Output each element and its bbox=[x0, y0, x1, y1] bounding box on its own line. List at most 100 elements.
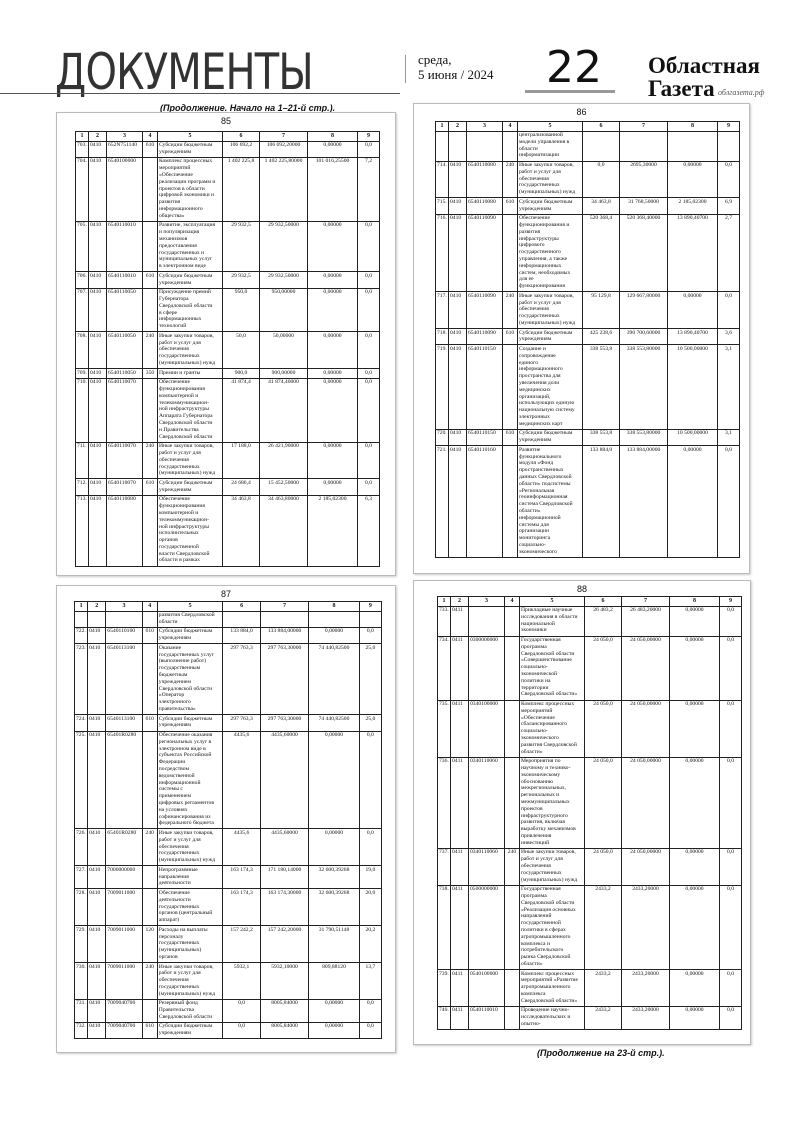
table-cell: 724. bbox=[73, 714, 89, 732]
table-cell: Оказание государственных услуг (выполнен… bbox=[156, 643, 224, 716]
table-cell: 707. bbox=[75, 287, 89, 333]
table-cell: 240 bbox=[502, 291, 518, 330]
table-cell: Иные закупки товаров, работ и услуг для … bbox=[157, 441, 223, 480]
table-cell: 6540110150 bbox=[466, 344, 503, 430]
table-cell: 0,00000 bbox=[669, 969, 720, 1007]
table-cell: 708. bbox=[75, 331, 89, 370]
table-cell: 6,3 bbox=[357, 494, 380, 567]
table-cell: 0411 bbox=[450, 605, 469, 637]
table-cell: 735. bbox=[437, 699, 451, 758]
table-cell: 0,0 bbox=[719, 699, 742, 758]
table-cell: 338 553,80000 bbox=[619, 428, 668, 447]
table-cell: 0410 bbox=[88, 331, 107, 370]
table-cell: 0,00000 bbox=[669, 635, 720, 701]
table-cell bbox=[504, 884, 520, 971]
column-header: 9 bbox=[357, 131, 380, 142]
budget-table: 1 2 3 4 5 6 7 8 9 733. 0411 Прикладные научные иссл… bbox=[437, 596, 742, 1030]
table-cell: 0,0 bbox=[358, 998, 383, 1023]
table-cell: 2433,20000 bbox=[621, 884, 670, 971]
table-row: централизованной модели управления в обл… bbox=[435, 130, 740, 162]
table-cell: 338 553,8 bbox=[582, 344, 620, 430]
table-cell: Прикладные научные исследования в област… bbox=[519, 605, 585, 637]
table-cell: 728. bbox=[73, 888, 89, 927]
table-cell: 5932,1 bbox=[222, 962, 261, 1000]
column-header: 3 bbox=[105, 601, 143, 612]
table-cell: 0340110060 bbox=[468, 847, 505, 886]
table-row: 732. 0410 7009040700 610 Субсидии бюджетным … bbox=[73, 1021, 383, 1040]
table-cell: 723. bbox=[73, 643, 89, 716]
table-cell: 106 692,2 bbox=[222, 140, 260, 158]
table-cell: 709. bbox=[75, 368, 89, 379]
table-cell: Комплекс процессных мероприятий «Обеспеч… bbox=[157, 156, 223, 222]
table-cell: 520 368,40000 bbox=[619, 213, 668, 293]
table-cell: 0411 bbox=[450, 756, 469, 849]
table-cell: Обеспечение функционирования и развития … bbox=[517, 213, 583, 293]
table-row: 724. 0410 6540113100 610 Субсидии бюджетным … bbox=[73, 714, 383, 732]
table-cell: 6540110070 bbox=[106, 478, 143, 496]
column-header: 9 bbox=[719, 596, 742, 607]
table-row: 731. 0410 7009040700 Резервный фонд Правите… bbox=[73, 998, 383, 1023]
table-cell: 6540100000 bbox=[106, 156, 143, 222]
column-header: 1 bbox=[73, 601, 89, 612]
table-cell: 425 238,6 bbox=[582, 328, 620, 346]
table-cell: Резервный фонд Правительства Свердловско… bbox=[156, 998, 224, 1023]
table-cell bbox=[468, 605, 505, 637]
table-cell: 6540110070 bbox=[106, 377, 143, 443]
table-cell: 157 242,2 bbox=[222, 925, 261, 964]
table-row: 728. 0410 7009011000 Обеспечение деятельнос… bbox=[73, 888, 383, 927]
table-cell: Обеспечение оказания региональных услуг … bbox=[156, 730, 224, 830]
table-cell: 0,00000 bbox=[667, 445, 718, 558]
table-cell: 6540113100 bbox=[105, 714, 143, 732]
table-cell: 738. bbox=[437, 884, 451, 971]
table-row: 738. 0411 0500000000 Государственная програ… bbox=[437, 884, 742, 971]
table-cell: 0,0 bbox=[719, 847, 742, 886]
table-cell: 26 483,20000 bbox=[621, 605, 670, 637]
table-cell: 0,00000 bbox=[307, 220, 358, 273]
issue-weekday: среда, bbox=[418, 52, 452, 67]
table-cell: 6540110160 bbox=[105, 626, 143, 645]
table-cell bbox=[259, 610, 310, 628]
column-header: 7 bbox=[259, 601, 310, 612]
table-cell: 0,00000 bbox=[308, 730, 360, 830]
table-cell: 10 500,00000 bbox=[667, 428, 718, 447]
table-cell: 163 174,3 bbox=[222, 888, 261, 927]
table-cell: Непрограммные направления деятельности bbox=[156, 865, 224, 890]
table-cell: Иные закупки товаров, работ и услуг для … bbox=[519, 847, 585, 886]
table-cell: 0410 bbox=[87, 1021, 107, 1040]
logo-line2: Газета bbox=[648, 76, 715, 101]
table-cell: 13,7 bbox=[358, 962, 383, 1000]
table-cell: 2433,2 bbox=[584, 969, 622, 1007]
table-cell: 390 700,60000 bbox=[619, 328, 668, 346]
table-cell: 7009011000 bbox=[105, 925, 143, 964]
table-cell: Иные закупки товаров, работ и услуг для … bbox=[156, 962, 224, 1000]
table-row: 715. 0410 6540110080 610 Субсидии бюджетным … bbox=[435, 197, 740, 215]
table-row: 739. 0411 0540100000 Комплекс процессных ме… bbox=[437, 969, 742, 1007]
table-row: 706. 0410 6540110010 610 Субсидии бюджетным … bbox=[75, 271, 380, 289]
table-cell: 710. bbox=[75, 377, 89, 443]
table-cell: 0410 bbox=[88, 271, 107, 289]
table-cell: 5932,10000 bbox=[259, 962, 310, 1000]
table-cell: 0410 bbox=[88, 478, 107, 496]
table-cell: 0410 bbox=[88, 368, 107, 379]
column-header: 8 bbox=[669, 596, 720, 607]
table-cell: 0411 bbox=[450, 969, 469, 1007]
table-cell: 706. bbox=[75, 271, 89, 289]
continuation-end-note: (Продолжение на 23-й стр.). bbox=[537, 1048, 665, 1058]
table-cell: Присуждение премий Губернатора Свердловс… bbox=[157, 287, 223, 333]
table-cell: 8005,84000 bbox=[259, 998, 310, 1023]
table-cell: 6540110080 bbox=[106, 494, 143, 567]
table-cell bbox=[105, 610, 143, 628]
table-cell: 297 763,30000 bbox=[259, 714, 310, 732]
table-cell bbox=[141, 888, 158, 927]
table-cell: 717. bbox=[435, 291, 449, 330]
column-header: 5 bbox=[157, 131, 223, 142]
table-cell: 703. bbox=[75, 140, 89, 158]
table-cell: 0,00000 bbox=[308, 828, 360, 867]
table-cell: Иные закупки товаров, работ и услуг для … bbox=[156, 828, 224, 867]
table-cell: 0410 bbox=[87, 888, 107, 927]
table-cell: Субсидии бюджетным учреждениям bbox=[157, 478, 223, 496]
table-cell: 0410 bbox=[87, 925, 107, 964]
table-cell: 704. bbox=[75, 156, 89, 222]
table-row: 734. 0411 0300000000 Государственная програ… bbox=[437, 635, 742, 701]
table-cell: 3,1 bbox=[717, 344, 740, 430]
